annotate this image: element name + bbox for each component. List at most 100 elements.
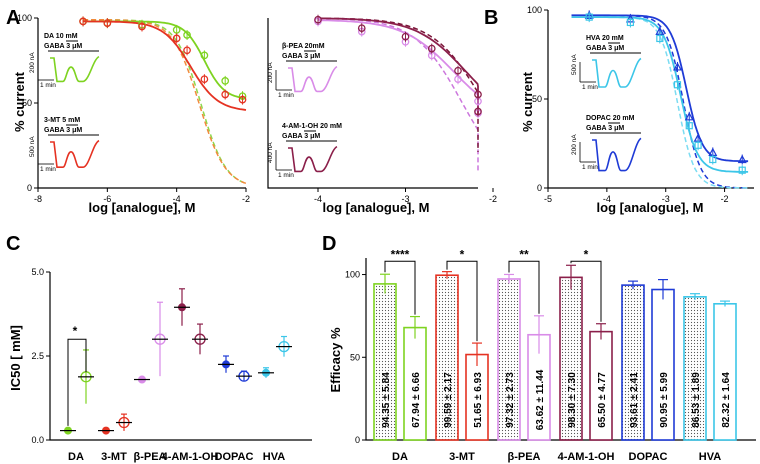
x-tick-label: -6	[103, 194, 111, 204]
data-point-dopac	[672, 62, 682, 71]
significance-bracket	[67, 338, 87, 426]
category-label: 4-AM-1-OH	[162, 451, 219, 463]
inset-scale-current: 500 nA	[571, 54, 578, 75]
series-3mt-fit	[83, 20, 247, 111]
inset-scale-time: 1 min	[582, 164, 598, 171]
data-point-3mt	[238, 95, 247, 104]
data-point-3mt	[200, 75, 209, 84]
inset-label-b-1-drug: HVA 20 mM	[586, 35, 624, 42]
category-label: HVA	[263, 451, 285, 463]
panel-label-c: C	[6, 233, 20, 255]
inset-scale-current: 200 nA	[267, 62, 274, 83]
bar-value-label: 94.35 ± 5.84	[381, 372, 392, 428]
data-point-3mt	[103, 19, 112, 27]
inset-label-b-2-drug: DOPAC 20 mM	[586, 115, 635, 122]
significance-marker: ****	[391, 247, 410, 261]
inset-label-b-1-gaba: GABA 3 μM	[586, 45, 624, 52]
bar-value-label: 86.53 ± 1.89	[691, 372, 702, 428]
category-label: DA	[392, 451, 408, 463]
bar-value-label: 90.95 ± 5.99	[659, 372, 670, 428]
data-point-hva	[694, 141, 702, 149]
y-tick-label: 0.0	[31, 435, 44, 445]
category-label: β-PEA	[134, 451, 167, 463]
inset-scale-current: 500 nA	[29, 136, 36, 157]
data-point-am	[474, 107, 482, 116]
series-pea-model	[318, 17, 479, 173]
inset-label-a-right-1-drug: β-PEA 20mM	[282, 43, 325, 50]
panel-a-left-ylabel: % current	[12, 71, 27, 132]
panel-b-axes	[547, 10, 754, 189]
category-label: 3-MT	[101, 451, 127, 463]
data-point-dopac	[684, 112, 694, 121]
y-tick-label: 100	[345, 270, 360, 280]
data-point-3mt	[79, 17, 87, 26]
inset-scale-current: 200 nA	[571, 134, 578, 155]
inset-trace-a-right-2	[288, 145, 338, 173]
inset-trace-a-right-1	[288, 65, 338, 93]
data-point-am	[427, 44, 436, 53]
inset-scale-current: 400 nA	[267, 142, 274, 163]
series-da-model	[83, 18, 247, 185]
inset-trace-a-left-2	[50, 139, 100, 168]
inset-scale-time: 1 min	[278, 172, 294, 179]
inset-scale-time: 1 min	[40, 166, 56, 173]
data-point-da	[200, 51, 209, 60]
data-point-am	[314, 15, 322, 24]
x-tick-label: -3	[662, 194, 670, 204]
bar-value-label: 51.65 ± 6.93	[473, 372, 484, 428]
data-point-hva	[709, 155, 717, 164]
data-point-3mt	[183, 46, 191, 55]
panel-label-d: D	[322, 233, 336, 255]
significance-marker: **	[519, 247, 529, 261]
x-tick-label: -2	[489, 194, 497, 204]
significance-marker: *	[460, 247, 465, 261]
data-point-3mt	[172, 34, 181, 43]
category-label: DOPAC	[215, 451, 254, 463]
series-hva-model	[571, 16, 749, 189]
x-tick-label: -4	[173, 194, 181, 204]
y-tick-label: 50	[22, 98, 32, 108]
inset-label-a-left-2-gaba: GABA 3 μM	[44, 127, 82, 134]
panel-a-left-xlabel: log [analogue], M	[89, 200, 196, 215]
significance-marker: *	[584, 247, 589, 261]
data-point-da	[183, 31, 191, 39]
data-point-hva	[656, 34, 664, 43]
inset-scale-time: 1 min	[278, 92, 294, 99]
category-label: HVA	[699, 451, 721, 463]
inset-label-a-right-2-drug: 4-AM-1-OH 20 mM	[282, 123, 342, 130]
series-pea-fit	[318, 19, 479, 116]
inset-trace-b-1	[592, 57, 642, 88]
data-point-3mt	[138, 22, 146, 31]
bar-value-label: 63.62 ± 11.44	[535, 369, 546, 430]
x-tick-label: -8	[34, 194, 42, 204]
data-point-hva	[738, 166, 746, 174]
x-tick-label: -4	[314, 194, 322, 204]
inset-trace-b-2	[592, 137, 642, 172]
category-label: DOPAC	[629, 451, 668, 463]
series-dopac-model	[571, 14, 749, 189]
y-tick-label: 0	[355, 435, 360, 445]
y-tick-label: 0	[27, 183, 32, 193]
panel-label-a: A	[6, 7, 20, 29]
x-tick-label: -4	[603, 194, 611, 204]
inset-trace-a-left-1	[50, 55, 100, 83]
panel-b-ylabel: % current	[520, 71, 535, 132]
panel-c-ylabel: IC50 [ mM]	[8, 325, 23, 391]
panel-a-right-xlabel: log [analogue], M	[323, 200, 430, 215]
category-label: 3-MT	[449, 451, 475, 463]
inset-scale-time: 1 min	[582, 84, 598, 91]
data-point-hva	[685, 122, 693, 130]
significance-bracket	[508, 260, 540, 314]
inset-scale-current: 200 nA	[29, 52, 36, 73]
x-tick-label: -2	[721, 194, 729, 204]
data-point-3mt	[221, 90, 230, 99]
inset-label-a-right-2-gaba: GABA 3 μM	[282, 133, 320, 140]
data-point-da	[221, 77, 230, 85]
y-tick-label: 5.0	[31, 267, 44, 277]
panel-a-right-axes	[267, 18, 478, 189]
significance-bracket	[384, 260, 416, 315]
significance-bracket	[446, 260, 478, 342]
data-point-dopac	[737, 154, 747, 164]
data-point-am	[454, 66, 462, 75]
inset-label-a-right-1-gaba: GABA 3 μM	[282, 53, 320, 60]
